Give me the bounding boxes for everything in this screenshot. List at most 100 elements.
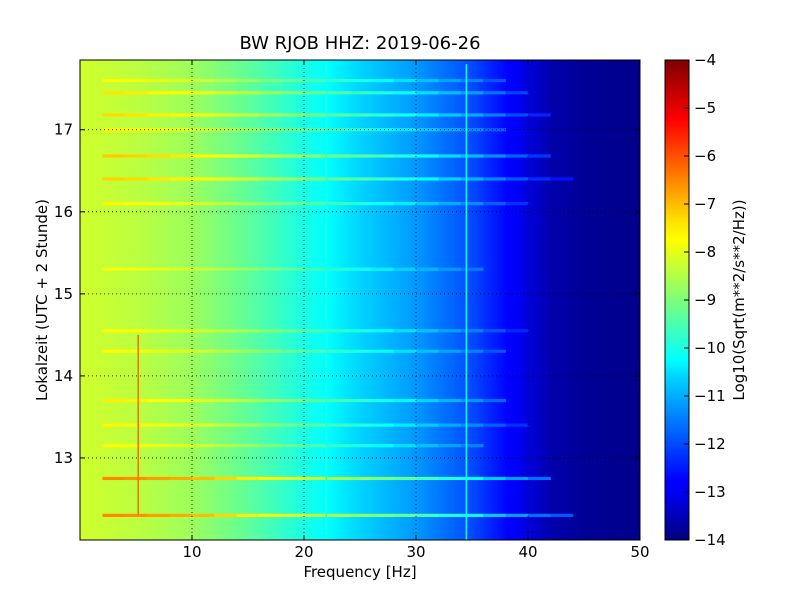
spectral-band [169,476,193,481]
spectral-band [505,154,529,158]
spectral-band [192,177,215,181]
spectral-band [505,329,529,333]
spectrogram-column [385,60,389,540]
spectral-band [102,444,126,448]
y-tick-label: 15 [54,285,73,303]
spectral-band [169,78,193,83]
spectral-band [281,423,305,427]
spectral-band [236,78,260,83]
spectrogram-column [248,60,252,540]
spectrogram-column [304,60,308,540]
x-tick-label: 10 [182,543,201,561]
spectrogram-column [150,60,154,540]
spectrogram-column [547,60,551,540]
spectral-band [169,91,193,95]
spectral-band [102,78,126,83]
spectrogram-column [600,60,605,540]
spectral-band [169,444,193,448]
x-tick-label: 40 [518,543,537,561]
spectrogram-column [626,60,630,540]
spectral-band [102,128,126,132]
spectrogram-column [427,60,431,540]
spectral-band [147,201,170,206]
spectral-band [416,398,439,403]
spectral-band [304,201,327,206]
colorbar-tick-label: −9 [694,291,716,309]
spectrogram-column [262,60,266,540]
spectrogram-column [584,60,588,540]
spectrogram-column [346,60,350,540]
spectrogram-column [483,60,487,540]
spectrogram-column [413,60,417,540]
spectral-band [169,154,193,158]
spectrogram-column [130,60,134,540]
spectral-band [192,154,215,158]
spectrogram-column [550,60,554,540]
spectrogram-column [105,60,109,540]
spectral-band [348,154,372,158]
spectral-band [304,349,327,353]
spectrogram-column [119,60,123,540]
spectral-band [124,329,148,333]
spectrogram-column [351,60,355,540]
spectral-band [281,444,305,448]
spectral-band [259,78,282,83]
spectral-band [348,91,372,95]
spectral-band [460,177,484,181]
spectral-band [393,201,417,206]
spectral-band [214,423,238,427]
spectrogram-column [320,60,325,540]
tonal-lines [137,60,468,540]
spectral-band [259,128,282,132]
spectral-band [192,476,215,481]
spectral-band [416,444,439,448]
spectrogram-column [122,60,126,540]
spectrogram-column [178,60,182,540]
spectrogram-heatmap [80,60,640,540]
spectral-band [326,423,350,427]
spectral-band [371,423,394,427]
spectral-band [147,91,170,95]
spectrogram-column [301,60,305,540]
spectrogram-column [399,60,403,540]
spectral-band [169,201,193,206]
spectral-band [102,177,126,181]
spectral-band [438,201,462,206]
spectral-band [102,267,126,271]
spectrogram-column [572,60,577,540]
spectral-band [483,201,506,206]
spectrogram-column [362,60,367,540]
spectrogram-column [186,60,190,540]
spectrogram-column [217,60,221,540]
spectral-band [505,513,529,517]
spectral-band [416,128,439,132]
spectral-band [348,398,372,403]
spectral-band [438,113,462,117]
spectrogram-column [152,60,157,540]
spectral-band [214,476,238,481]
spectral-band [348,476,372,481]
colorbar-tick-label: −14 [694,531,726,549]
spectral-band [348,444,372,448]
spectral-band [147,78,170,83]
spectral-band [102,349,126,353]
spectrogram-column [214,60,218,540]
spectrogram-column [208,60,213,540]
spectrogram-column [144,60,148,540]
spectrogram-column [298,60,302,540]
spectrogram-column [141,60,145,540]
spectrogram-column [175,60,179,540]
spectrogram-column [586,60,591,540]
spectral-band [348,177,372,181]
spectral-band [147,329,170,333]
spectrogram-column [211,60,215,540]
spectral-band [438,91,462,95]
spectral-band [259,476,282,481]
spectral-band [259,113,282,117]
spectrogram-column [444,60,448,540]
spectral-band [393,513,417,517]
spectrogram-column [357,60,361,540]
spectrogram-column [368,60,372,540]
spectrogram-column [511,60,515,540]
spectral-band [192,78,215,83]
